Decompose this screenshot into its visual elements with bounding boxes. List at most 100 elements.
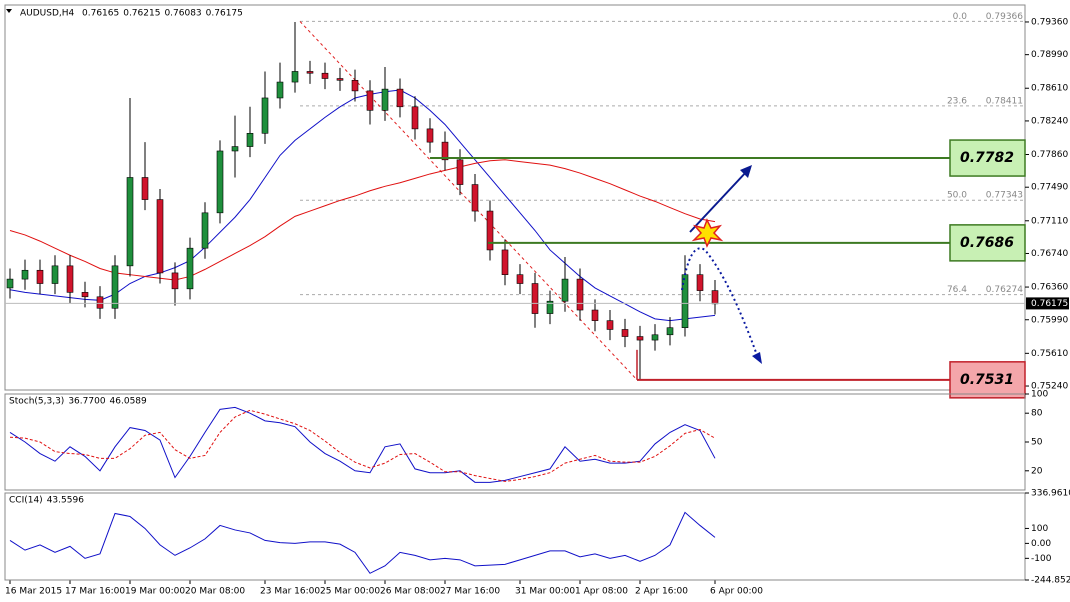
x-tick-label: 1 Apr 08:00	[575, 587, 628, 597]
y-tick-label: 0.76740	[1031, 249, 1068, 259]
level-box	[949, 224, 1026, 262]
candle-body	[711, 290, 719, 305]
fib-price: 0.79366	[986, 12, 1023, 22]
candle-body	[516, 274, 524, 284]
candle-body	[51, 265, 59, 284]
last-price-label: 0.76175	[1031, 299, 1068, 309]
indicator-line	[9, 511, 716, 574]
x-tick-label: 20 Mar 08:00	[185, 587, 245, 597]
candle-body	[366, 90, 374, 111]
candle-body	[111, 265, 119, 309]
level-label: 0.7782	[960, 150, 1014, 166]
x-tick-label: 23 Mar 16:00	[260, 587, 320, 597]
candle-body	[381, 88, 389, 111]
y-tick-label: 0.75610	[1031, 349, 1068, 359]
candle-body	[231, 146, 239, 152]
y-tick-label: 0.79360	[1031, 17, 1068, 27]
down-arrow	[681, 247, 759, 359]
x-tick-label: 26 Mar 08:00	[380, 587, 440, 597]
fib-level: 50.0	[947, 191, 967, 201]
level-box	[949, 139, 1026, 177]
panel-frame	[4, 4, 1026, 391]
candle-body	[216, 150, 224, 214]
header-value: 0.76083	[164, 9, 201, 19]
panel-frame	[4, 492, 1026, 581]
fib-level: 0.0	[953, 12, 968, 22]
header-value: 0.76175	[206, 9, 243, 19]
last-price-box	[1026, 297, 1069, 310]
candle-body	[201, 212, 209, 249]
breakout-burst	[691, 218, 724, 248]
candle-body	[36, 269, 44, 284]
fib-level: 76.4	[947, 285, 967, 295]
y-tick-label: 0.77860	[1031, 150, 1068, 160]
y-tick-label: 0.78990	[1031, 50, 1068, 60]
candle-body	[561, 278, 569, 302]
up-arrow-head	[740, 165, 752, 178]
y-tick-label: 0.78610	[1031, 84, 1068, 94]
y-tick-label: 0.76360	[1031, 283, 1068, 293]
symbol: AUDUSD,H4	[20, 9, 75, 19]
candle-body	[66, 265, 74, 293]
x-tick-label: 2 Apr 16:00	[635, 587, 688, 597]
y-tick-label: -100	[1031, 554, 1052, 564]
indicator-line	[9, 406, 716, 483]
y-tick-label: 50	[1031, 438, 1043, 448]
x-tick-label: 6 Apr 00:00	[710, 587, 763, 597]
down-arrow-head	[752, 352, 762, 364]
x-tick-label: 27 Mar 16:00	[440, 587, 500, 597]
annotations	[681, 165, 762, 364]
candle-body	[246, 133, 254, 147]
moving-average	[9, 89, 716, 322]
y-tick-label: 20	[1031, 466, 1043, 476]
candle-body	[681, 274, 689, 329]
header-value: 43.5596	[47, 496, 84, 506]
candle-body	[306, 71, 314, 74]
header-value: 46.0589	[110, 397, 147, 407]
y-tick-label: 0.78240	[1031, 116, 1068, 126]
fib-level: 23.6	[947, 96, 967, 106]
x-tick-label: 19 Mar 00:00	[125, 587, 185, 597]
fib-price: 0.76274	[986, 285, 1023, 295]
fib-trendline	[299, 21, 638, 381]
candle-body	[396, 88, 404, 108]
candle-body	[81, 292, 89, 298]
candle-body	[501, 249, 509, 275]
y-tick-label: 0.75240	[1031, 382, 1068, 392]
candle-body	[456, 159, 464, 185]
candle-body	[261, 97, 269, 134]
candle-body	[651, 334, 659, 341]
moving-average	[9, 159, 716, 281]
x-tick-label: 17 Mar 16:00	[65, 587, 125, 597]
y-tick-label: -244.8522	[1031, 576, 1070, 586]
x-tick-label: 16 Mar 2015	[5, 587, 62, 597]
candle-body	[351, 79, 359, 92]
level-label: 0.7531	[960, 372, 1014, 388]
candle-body	[141, 177, 149, 200]
x-tick-label: 25 Mar 00:00	[320, 587, 380, 597]
candle-body	[606, 320, 614, 330]
header-value: 0.76215	[123, 9, 160, 19]
candle-body	[546, 300, 554, 314]
candle-body	[411, 106, 419, 130]
candle-body	[291, 71, 299, 83]
fib-price: 0.78411	[986, 96, 1023, 106]
menu-arrow[interactable]	[6, 9, 12, 13]
candle-body	[441, 141, 449, 161]
x-tick-label: 31 Mar 00:00	[515, 587, 575, 597]
y-tick-label: 336.9610	[1031, 489, 1070, 499]
up-arrow	[689, 169, 749, 233]
fib-price: 0.77343	[986, 191, 1023, 201]
candle-body	[156, 199, 164, 274]
y-tick-label: 100	[1031, 524, 1048, 534]
candle-body	[471, 184, 479, 212]
candle-body	[6, 278, 14, 289]
header-value: 0.76165	[82, 9, 119, 19]
candle-body	[531, 283, 539, 314]
candle-body	[426, 128, 434, 143]
candle-body	[321, 72, 329, 79]
y-tick-label: 80	[1031, 409, 1043, 419]
y-tick-label: 0.75990	[1031, 315, 1068, 325]
